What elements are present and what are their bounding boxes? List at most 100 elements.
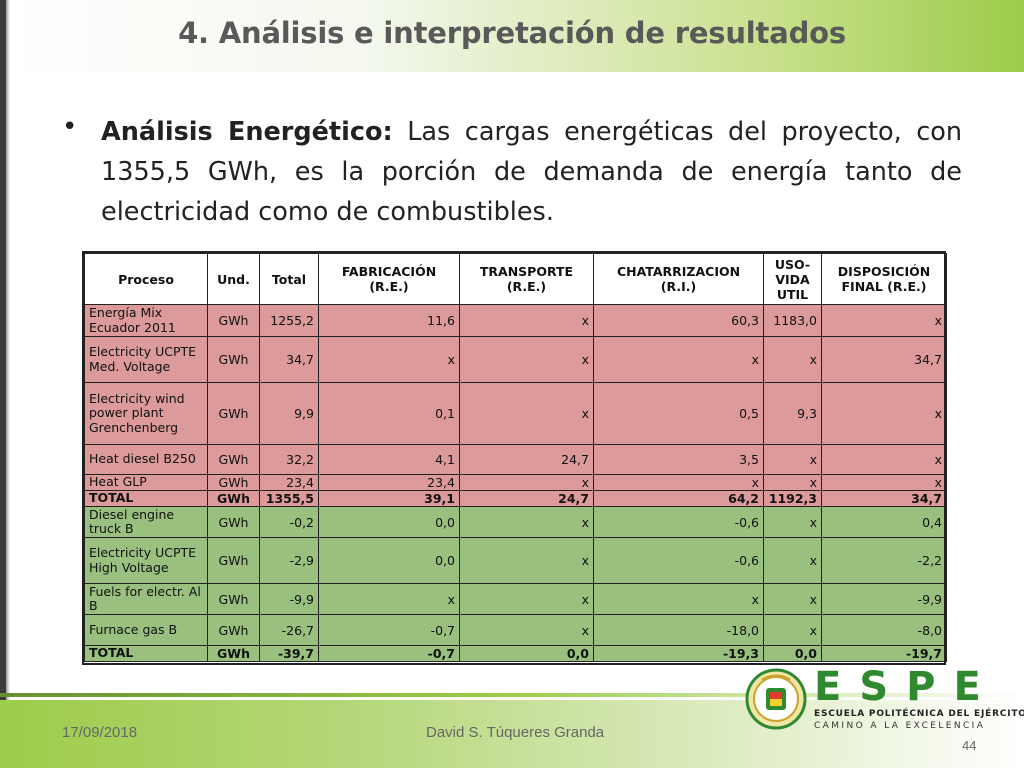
table-row: Energía Mix Ecuador 2011 GWh 1255,2 11,6 x 60… <box>84 304 947 337</box>
table-row: Furnace gas B GWh -26,7 -0,7 x -18,0 x -8,0 <box>84 614 947 646</box>
value-cell: -9,9 <box>821 583 947 615</box>
value-cell: -26,7 <box>259 614 319 646</box>
table-body: Energía Mix Ecuador 2011 GWh 1255,2 11,6 x 60… <box>84 304 947 662</box>
value-cell: 23,4 <box>318 474 460 491</box>
unit-cell: GWh <box>207 490 260 507</box>
footer-divider <box>0 693 1024 697</box>
value-cell: 32,2 <box>259 444 319 475</box>
bullet-text: Análisis Energético: Las cargas energéti… <box>101 112 962 232</box>
column-header: Total <box>259 253 319 305</box>
table-total-row: TOTAL GWh -39,7 -0,7 0,0 -19,3 0,0 -19,7 <box>84 645 947 662</box>
process-name-cell: Diesel engine truck B <box>84 506 208 538</box>
value-cell: -0,6 <box>593 506 764 538</box>
column-header: FABRICACIÓN (R.E.) <box>318 253 460 305</box>
process-name-cell: Electricity UCPTE High Voltage <box>84 537 208 584</box>
unit-cell: GWh <box>207 614 260 646</box>
value-cell: -18,0 <box>593 614 764 646</box>
slide-title: 4. Análisis e interpretación de resultad… <box>178 16 846 50</box>
slide-left-shadow <box>6 0 10 700</box>
process-name-cell: TOTAL <box>84 645 208 662</box>
process-name-cell: Furnace gas B <box>84 614 208 646</box>
value-cell: x <box>593 474 764 491</box>
value-cell: 0,0 <box>318 537 460 584</box>
value-cell: x <box>763 506 822 538</box>
value-cell: 0,0 <box>459 645 594 662</box>
bullet-heading: Análisis Energético: <box>101 117 393 147</box>
column-header: Und. <box>207 253 260 305</box>
value-cell: 24,7 <box>459 444 594 475</box>
value-cell: 24,7 <box>459 490 594 507</box>
process-name-cell: Heat GLP <box>84 474 208 491</box>
title-bar <box>6 0 1024 72</box>
value-cell: 0,0 <box>318 506 460 538</box>
table-row: Electricity UCPTE Med. Voltage GWh 34,7 x x x… <box>84 336 947 383</box>
table-row: Heat GLP GWh 23,4 23,4 x x x x <box>84 474 947 491</box>
energy-analysis-table: Proceso Und. Total FABRICACIÓN (R.E.) TRANSP… <box>84 253 947 662</box>
unit-cell: GWh <box>207 474 260 491</box>
value-cell: 34,7 <box>821 336 947 383</box>
column-header: Proceso <box>84 253 208 305</box>
espe-seal-icon <box>745 668 807 730</box>
footer-date: 17/09/2018 <box>62 724 138 741</box>
value-cell: x <box>821 304 947 337</box>
value-cell: 1355,5 <box>259 490 319 507</box>
unit-cell: GWh <box>207 537 260 584</box>
table-header-row: Proceso Und. Total FABRICACIÓN (R.E.) TRANSP… <box>84 253 947 305</box>
espe-wordmark: ESPE <box>814 664 999 710</box>
value-cell: x <box>763 614 822 646</box>
page-number: 44 <box>962 738 977 753</box>
table-row: Heat diesel B250 GWh 32,2 4,1 24,7 3,5 x x <box>84 444 947 475</box>
value-cell: -0,7 <box>318 645 460 662</box>
value-cell: 64,2 <box>593 490 764 507</box>
column-header: TRANSPORTE (R.E.) <box>459 253 594 305</box>
column-header: DISPOSICIÓN FINAL (R.E.) <box>821 253 947 305</box>
value-cell: 1192,3 <box>763 490 822 507</box>
slide-left-border <box>0 0 6 768</box>
column-header: USO-VIDA UTIL <box>763 253 822 305</box>
bullet-body: Las cargas energéticas del proyecto, con… <box>101 117 962 227</box>
unit-cell: GWh <box>207 583 260 615</box>
value-cell: 9,9 <box>259 382 319 445</box>
value-cell: 0,0 <box>763 645 822 662</box>
value-cell: x <box>593 583 764 615</box>
value-cell: 34,7 <box>821 490 947 507</box>
table-total-row: TOTAL GWh 1355,5 39,1 24,7 64,2 1192,3 34,7 <box>84 490 947 507</box>
value-cell: x <box>593 336 764 383</box>
espe-motto: CAMINO A LA EXCELENCIA <box>814 721 986 731</box>
value-cell: x <box>459 474 594 491</box>
column-header: CHATARRIZACION (R.I.) <box>593 253 764 305</box>
value-cell: x <box>763 583 822 615</box>
value-cell: x <box>459 537 594 584</box>
unit-cell: GWh <box>207 444 260 475</box>
value-cell: -9,9 <box>259 583 319 615</box>
value-cell: x <box>459 336 594 383</box>
table-row: Fuels for electr. Al B GWh -9,9 x x x x -9,9 <box>84 583 947 615</box>
espe-institution-name: ESCUELA POLITÉCNICA DEL EJÉRCITO <box>814 709 1024 719</box>
value-cell: x <box>763 474 822 491</box>
value-cell: -19,3 <box>593 645 764 662</box>
value-cell: x <box>821 382 947 445</box>
footer-band <box>0 700 1024 768</box>
value-cell: 4,1 <box>318 444 460 475</box>
value-cell: 0,1 <box>318 382 460 445</box>
footer-author: David S. Túqueres Granda <box>426 724 605 741</box>
value-cell: x <box>821 474 947 491</box>
value-cell: x <box>459 583 594 615</box>
value-cell: 0,4 <box>821 506 947 538</box>
value-cell: x <box>763 336 822 383</box>
espe-logo: ESPE ESCUELA POLITÉCNICA DEL EJÉRCITO CA… <box>744 664 1024 734</box>
table-row: Electricity wind power plant Grenchenber… <box>84 382 947 445</box>
table-row: Electricity UCPTE High Voltage GWh -2,9 0,0… <box>84 537 947 584</box>
value-cell: -2,9 <box>259 537 319 584</box>
value-cell: 39,1 <box>318 490 460 507</box>
unit-cell: GWh <box>207 304 260 337</box>
value-cell: 3,5 <box>593 444 764 475</box>
value-cell: x <box>459 382 594 445</box>
value-cell: x <box>459 304 594 337</box>
value-cell: 34,7 <box>259 336 319 383</box>
value-cell: -2,2 <box>821 537 947 584</box>
value-cell: x <box>318 583 460 615</box>
value-cell: -0,2 <box>259 506 319 538</box>
value-cell: 1255,2 <box>259 304 319 337</box>
